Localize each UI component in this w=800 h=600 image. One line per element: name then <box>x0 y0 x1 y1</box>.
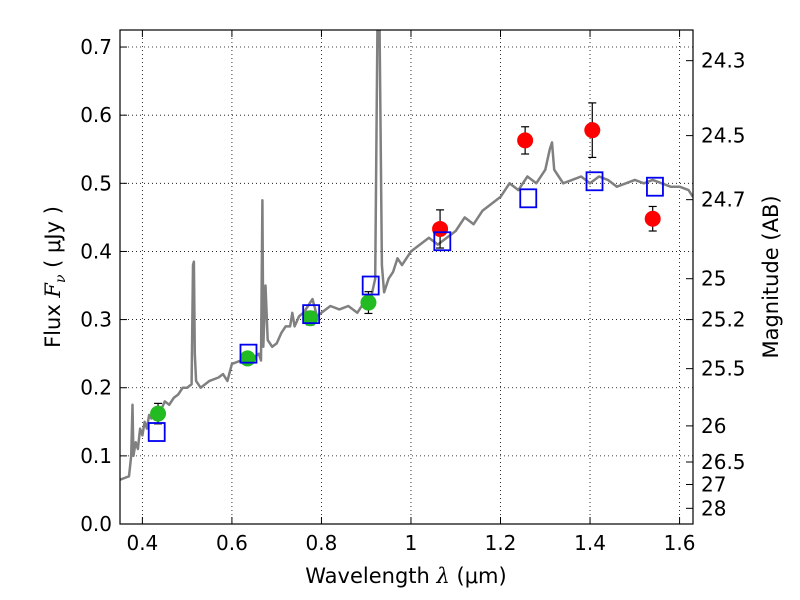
model-photometry-square <box>302 304 321 325</box>
model-photometry-square <box>147 422 166 442</box>
photometry-point <box>239 350 256 367</box>
magnitude-tick-label: 24.3 <box>701 49 746 73</box>
x-axis-label: Wavelength λ (μm) <box>305 564 506 588</box>
photometry-point <box>360 294 377 311</box>
model-photometry-square <box>646 176 664 197</box>
x-axis-label-post: (μm) <box>450 564 507 588</box>
x-tick-label: 1 <box>405 531 418 555</box>
x-tick-label: 0.4 <box>126 531 158 555</box>
magnitude-tick-label: 25.5 <box>701 357 746 381</box>
photometry-point <box>517 132 534 149</box>
magnitude-tick-label: 24.7 <box>701 188 746 212</box>
model-photometry-square <box>519 188 538 209</box>
x-axis-label-pre: Wavelength <box>305 564 436 588</box>
magnitude-tick-label: 28 <box>701 496 726 520</box>
model-photometry-square <box>361 275 380 296</box>
x-tick-label: 1.2 <box>485 531 517 555</box>
model-photometry-square <box>239 343 258 364</box>
y-tick-label: 0.7 <box>80 35 112 59</box>
plot-frame <box>119 29 694 525</box>
y-tick-label: 0.3 <box>80 308 112 332</box>
x-tick-label: 1.6 <box>664 531 696 555</box>
magnitude-tick-label: 26 <box>701 414 726 438</box>
model-photometry-square <box>433 231 452 252</box>
plot-area <box>120 30 693 481</box>
magnitude-tick-label: 25 <box>701 267 726 291</box>
magnitude-tick-label: 24.5 <box>701 124 746 148</box>
y-tick-label: 0.2 <box>80 376 112 400</box>
magnitude-tick-label: 26.5 <box>701 450 746 474</box>
y-tick-label: 0.1 <box>80 444 112 468</box>
y-tick-label: 0.0 <box>80 512 112 536</box>
y-tick-label: 0.4 <box>80 239 112 263</box>
y2-axis-label: Magnitude (AB) <box>759 195 783 358</box>
photometry-markers <box>147 122 664 442</box>
y-tick-label: 0.5 <box>80 171 112 195</box>
model-photometry-square <box>585 171 604 192</box>
y-axis-label-post: ( μJy ) <box>41 206 65 274</box>
y-axis-label-pre: Flux <box>41 298 65 348</box>
y-axis-label: Flux Fν ( μJy ) <box>41 206 69 348</box>
magnitude-tick-label: 25.2 <box>701 308 746 332</box>
axis-ticks <box>120 30 693 525</box>
x-tick-labels: 0.4 0.6 0.8 1 1.2 1.4 1.6 <box>126 531 695 555</box>
photometry-point <box>644 210 661 227</box>
y-tick-label: 0.6 <box>80 103 112 127</box>
x-tick-label: 0.8 <box>306 531 338 555</box>
magnitude-tick-label: 27 <box>701 472 726 496</box>
photometry-point <box>302 310 319 327</box>
x-tick-label: 0.6 <box>216 531 248 555</box>
x-axis-label-math: λ <box>436 564 450 588</box>
x-tick-label: 1.4 <box>574 531 606 555</box>
y-axis-label-sub: ν <box>53 274 69 283</box>
y-axis-label-math: F <box>41 282 65 299</box>
photometry-point <box>150 405 167 422</box>
y-tick-labels: 0.0 0.1 0.2 0.3 0.4 0.5 0.6 0.7 <box>80 35 112 536</box>
photometry-point <box>584 122 601 139</box>
